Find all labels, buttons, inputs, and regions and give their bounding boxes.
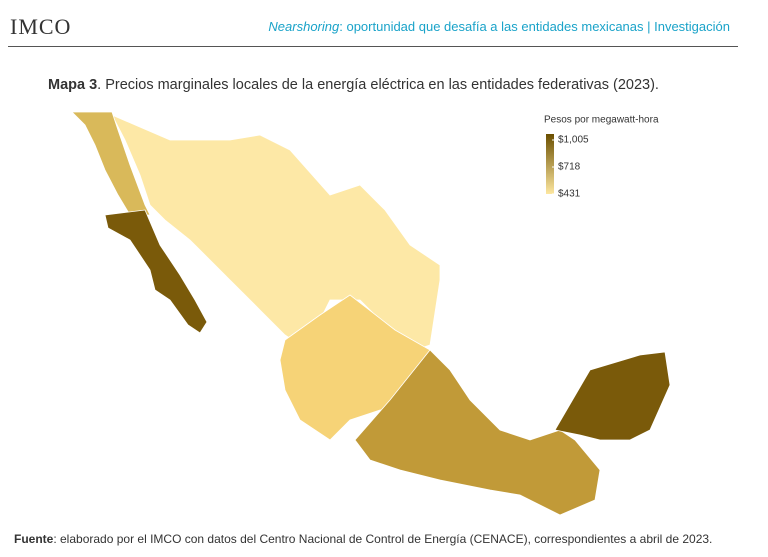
footer-label: Fuente (14, 532, 54, 546)
header-title: Nearshoring: oportunidad que desafía a l… (268, 19, 730, 34)
legend-title: Pesos por megawatt-hora (544, 115, 659, 126)
map-title: Mapa 3. Precios marginales locales de la… (48, 77, 659, 93)
legend-colorbar (546, 134, 554, 194)
legend-tick-label: $718 (558, 162, 581, 173)
region-south (354, 349, 601, 516)
header-rule (8, 46, 738, 47)
logo: IMCO (10, 14, 72, 39)
footer-text: : elaborado por el IMCO con datos del Ce… (53, 532, 713, 546)
region-baja-california-sur (104, 209, 208, 334)
header-rest: : oportunidad que desafía a las entidade… (339, 19, 730, 34)
map-title-label: Mapa 3 (48, 77, 98, 93)
map-title-text: . Precios marginales locales de la energ… (97, 77, 659, 93)
legend-tick-label: $1,005 (558, 135, 589, 146)
region-north (111, 114, 441, 351)
region-yucatan (554, 351, 671, 441)
footer: Fuente: elaborado por el IMCO con datos … (14, 532, 712, 546)
header-emphasis: Nearshoring (268, 19, 340, 34)
legend-tick-label: $431 (558, 189, 581, 200)
